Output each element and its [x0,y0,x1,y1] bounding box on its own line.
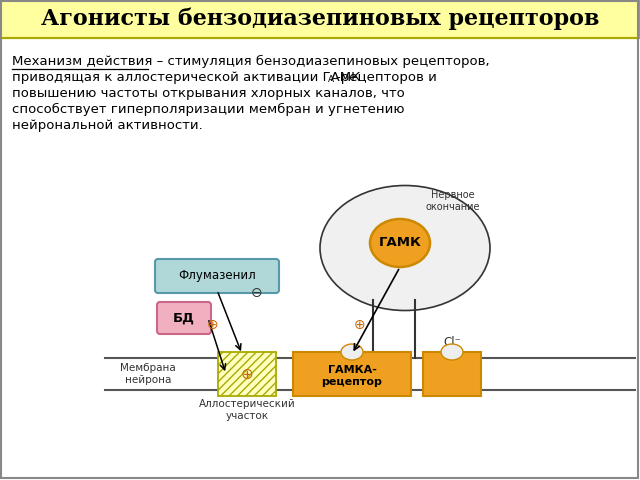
Ellipse shape [341,344,363,360]
Ellipse shape [441,344,463,360]
Text: -рецепторов и: -рецепторов и [336,71,437,84]
FancyBboxPatch shape [155,259,279,293]
Text: А: А [328,75,334,84]
Text: ГАМКА-
рецептор: ГАМКА- рецептор [321,365,383,387]
Text: ⊕: ⊕ [241,367,253,382]
Text: ⊕: ⊕ [354,318,366,332]
Text: способствует гиперполяризации мембран и угнетению: способствует гиперполяризации мембран и … [12,103,404,116]
Text: БД: БД [173,312,195,324]
Text: приводящая к аллостерической активации ГАМК: приводящая к аллостерической активации Г… [12,71,360,84]
Text: ГАМК: ГАМК [379,237,421,250]
Text: повышению частоты открывания хлорных каналов, что: повышению частоты открывания хлорных кан… [12,87,404,100]
Text: Нервное
окончание: Нервное окончание [426,190,480,212]
FancyBboxPatch shape [0,0,640,38]
Text: ⊖: ⊖ [251,286,263,300]
Text: Cl⁻: Cl⁻ [443,336,461,348]
Text: Флумазенил: Флумазенил [178,269,256,283]
Text: Мембрана
нейрона: Мембрана нейрона [120,363,176,385]
Ellipse shape [370,219,430,267]
FancyBboxPatch shape [423,352,481,396]
Text: ⊕: ⊕ [207,318,219,332]
Text: Агонисты бензодиазепиновых рецепторов: Агонисты бензодиазепиновых рецепторов [41,8,599,30]
FancyBboxPatch shape [218,352,276,396]
Text: Механизм действия – стимуляция бензодиазепиновых рецепторов,: Механизм действия – стимуляция бензодиаз… [12,55,490,68]
FancyBboxPatch shape [157,302,211,334]
Ellipse shape [320,185,490,311]
FancyBboxPatch shape [293,352,411,396]
Text: нейрональной активности.: нейрональной активности. [12,119,203,132]
Text: Аллостерический
участок: Аллостерический участок [198,399,296,421]
